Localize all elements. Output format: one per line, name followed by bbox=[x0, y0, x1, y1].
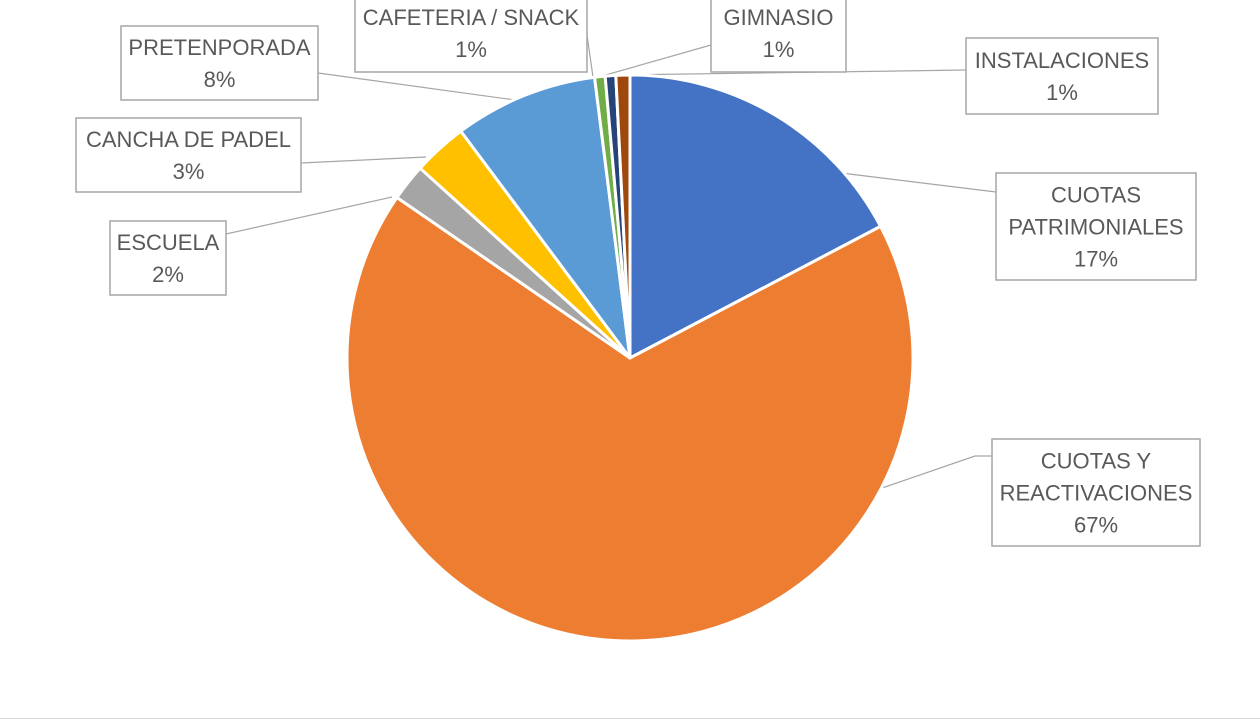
data-label-percent: 8% bbox=[204, 67, 236, 92]
data-label-box bbox=[75, 117, 302, 193]
data-label-pretenporada: PRETENPORADA 8% bbox=[120, 25, 319, 101]
pie-slice-instalaciones bbox=[614, 73, 632, 360]
data-label-percent: 1% bbox=[1046, 80, 1078, 105]
data-label-cuotas-patrimoniales: CUOTAS PATRIMONIALES 17% bbox=[995, 172, 1197, 281]
leader-lines bbox=[225, 34, 997, 489]
data-label-percent: 67% bbox=[1074, 513, 1118, 538]
data-label-box bbox=[120, 25, 319, 101]
data-label-category: CANCHA DE PADEL bbox=[86, 127, 291, 152]
data-label-box bbox=[995, 172, 1197, 281]
data-label-category: PATRIMONIALES bbox=[1008, 215, 1183, 240]
pie-slices bbox=[345, 73, 915, 643]
data-label-percent: 2% bbox=[152, 262, 184, 287]
data-label-category: INSTALACIONES bbox=[975, 48, 1149, 73]
leader-line-cuotas-y-reactivaciones bbox=[881, 455, 992, 489]
pie-slice-cuotas-patrimoniales bbox=[628, 73, 883, 360]
data-label-box bbox=[965, 37, 1159, 115]
data-label-gimnasio: GIMNASIO 1% bbox=[710, 0, 847, 73]
data-label-box bbox=[991, 438, 1201, 547]
data-label-category: ESCUELA bbox=[117, 230, 220, 255]
data-label-category: CUOTAS bbox=[1051, 183, 1141, 208]
bottom-divider bbox=[0, 718, 1260, 719]
data-label-box bbox=[710, 0, 847, 73]
data-label-percent: 1% bbox=[763, 37, 795, 62]
data-label-escuela: ESCUELA 2% bbox=[109, 220, 227, 296]
data-label-box bbox=[109, 220, 227, 296]
data-label-box bbox=[354, 0, 588, 73]
leader-line-gimnasio bbox=[601, 44, 712, 77]
pie-slice-cuotas-y-reactivaciones bbox=[345, 195, 915, 643]
leader-line-cuotas-patrimoniales bbox=[824, 170, 997, 193]
data-label-category: GIMNASIO bbox=[723, 5, 833, 30]
data-label-cafeteria-snack: CAFETERIA / SNACK 1% bbox=[354, 0, 588, 73]
data-label-percent: 17% bbox=[1074, 247, 1118, 272]
pie-slice-pretenporada bbox=[459, 75, 632, 360]
leader-line-escuela bbox=[225, 196, 393, 235]
leader-line-cafeteria-snack bbox=[586, 34, 594, 78]
leader-line-cancha-de-padel bbox=[300, 156, 427, 164]
data-labels: CUOTAS PATRIMONIALES 17% CUOTAS Y REACTIVACI… bbox=[75, 0, 1201, 547]
data-label-percent: 1% bbox=[455, 37, 487, 62]
data-label-category: CUOTAS Y bbox=[1041, 449, 1152, 474]
data-label-percent: 3% bbox=[173, 159, 205, 184]
leader-line-pretenporada bbox=[317, 72, 516, 101]
data-label-category: REACTIVACIONES bbox=[1000, 481, 1193, 506]
data-label-category: CAFETERIA / SNACK bbox=[363, 5, 580, 30]
data-label-cuotas-y-reactivaciones: CUOTAS Y REACTIVACIONES 67% bbox=[991, 438, 1201, 547]
data-label-category: PRETENPORADA bbox=[128, 35, 310, 60]
data-label-instalaciones: INSTALACIONES 1% bbox=[965, 37, 1159, 115]
data-label-cancha-de-padel: CANCHA DE PADEL 3% bbox=[75, 117, 302, 193]
